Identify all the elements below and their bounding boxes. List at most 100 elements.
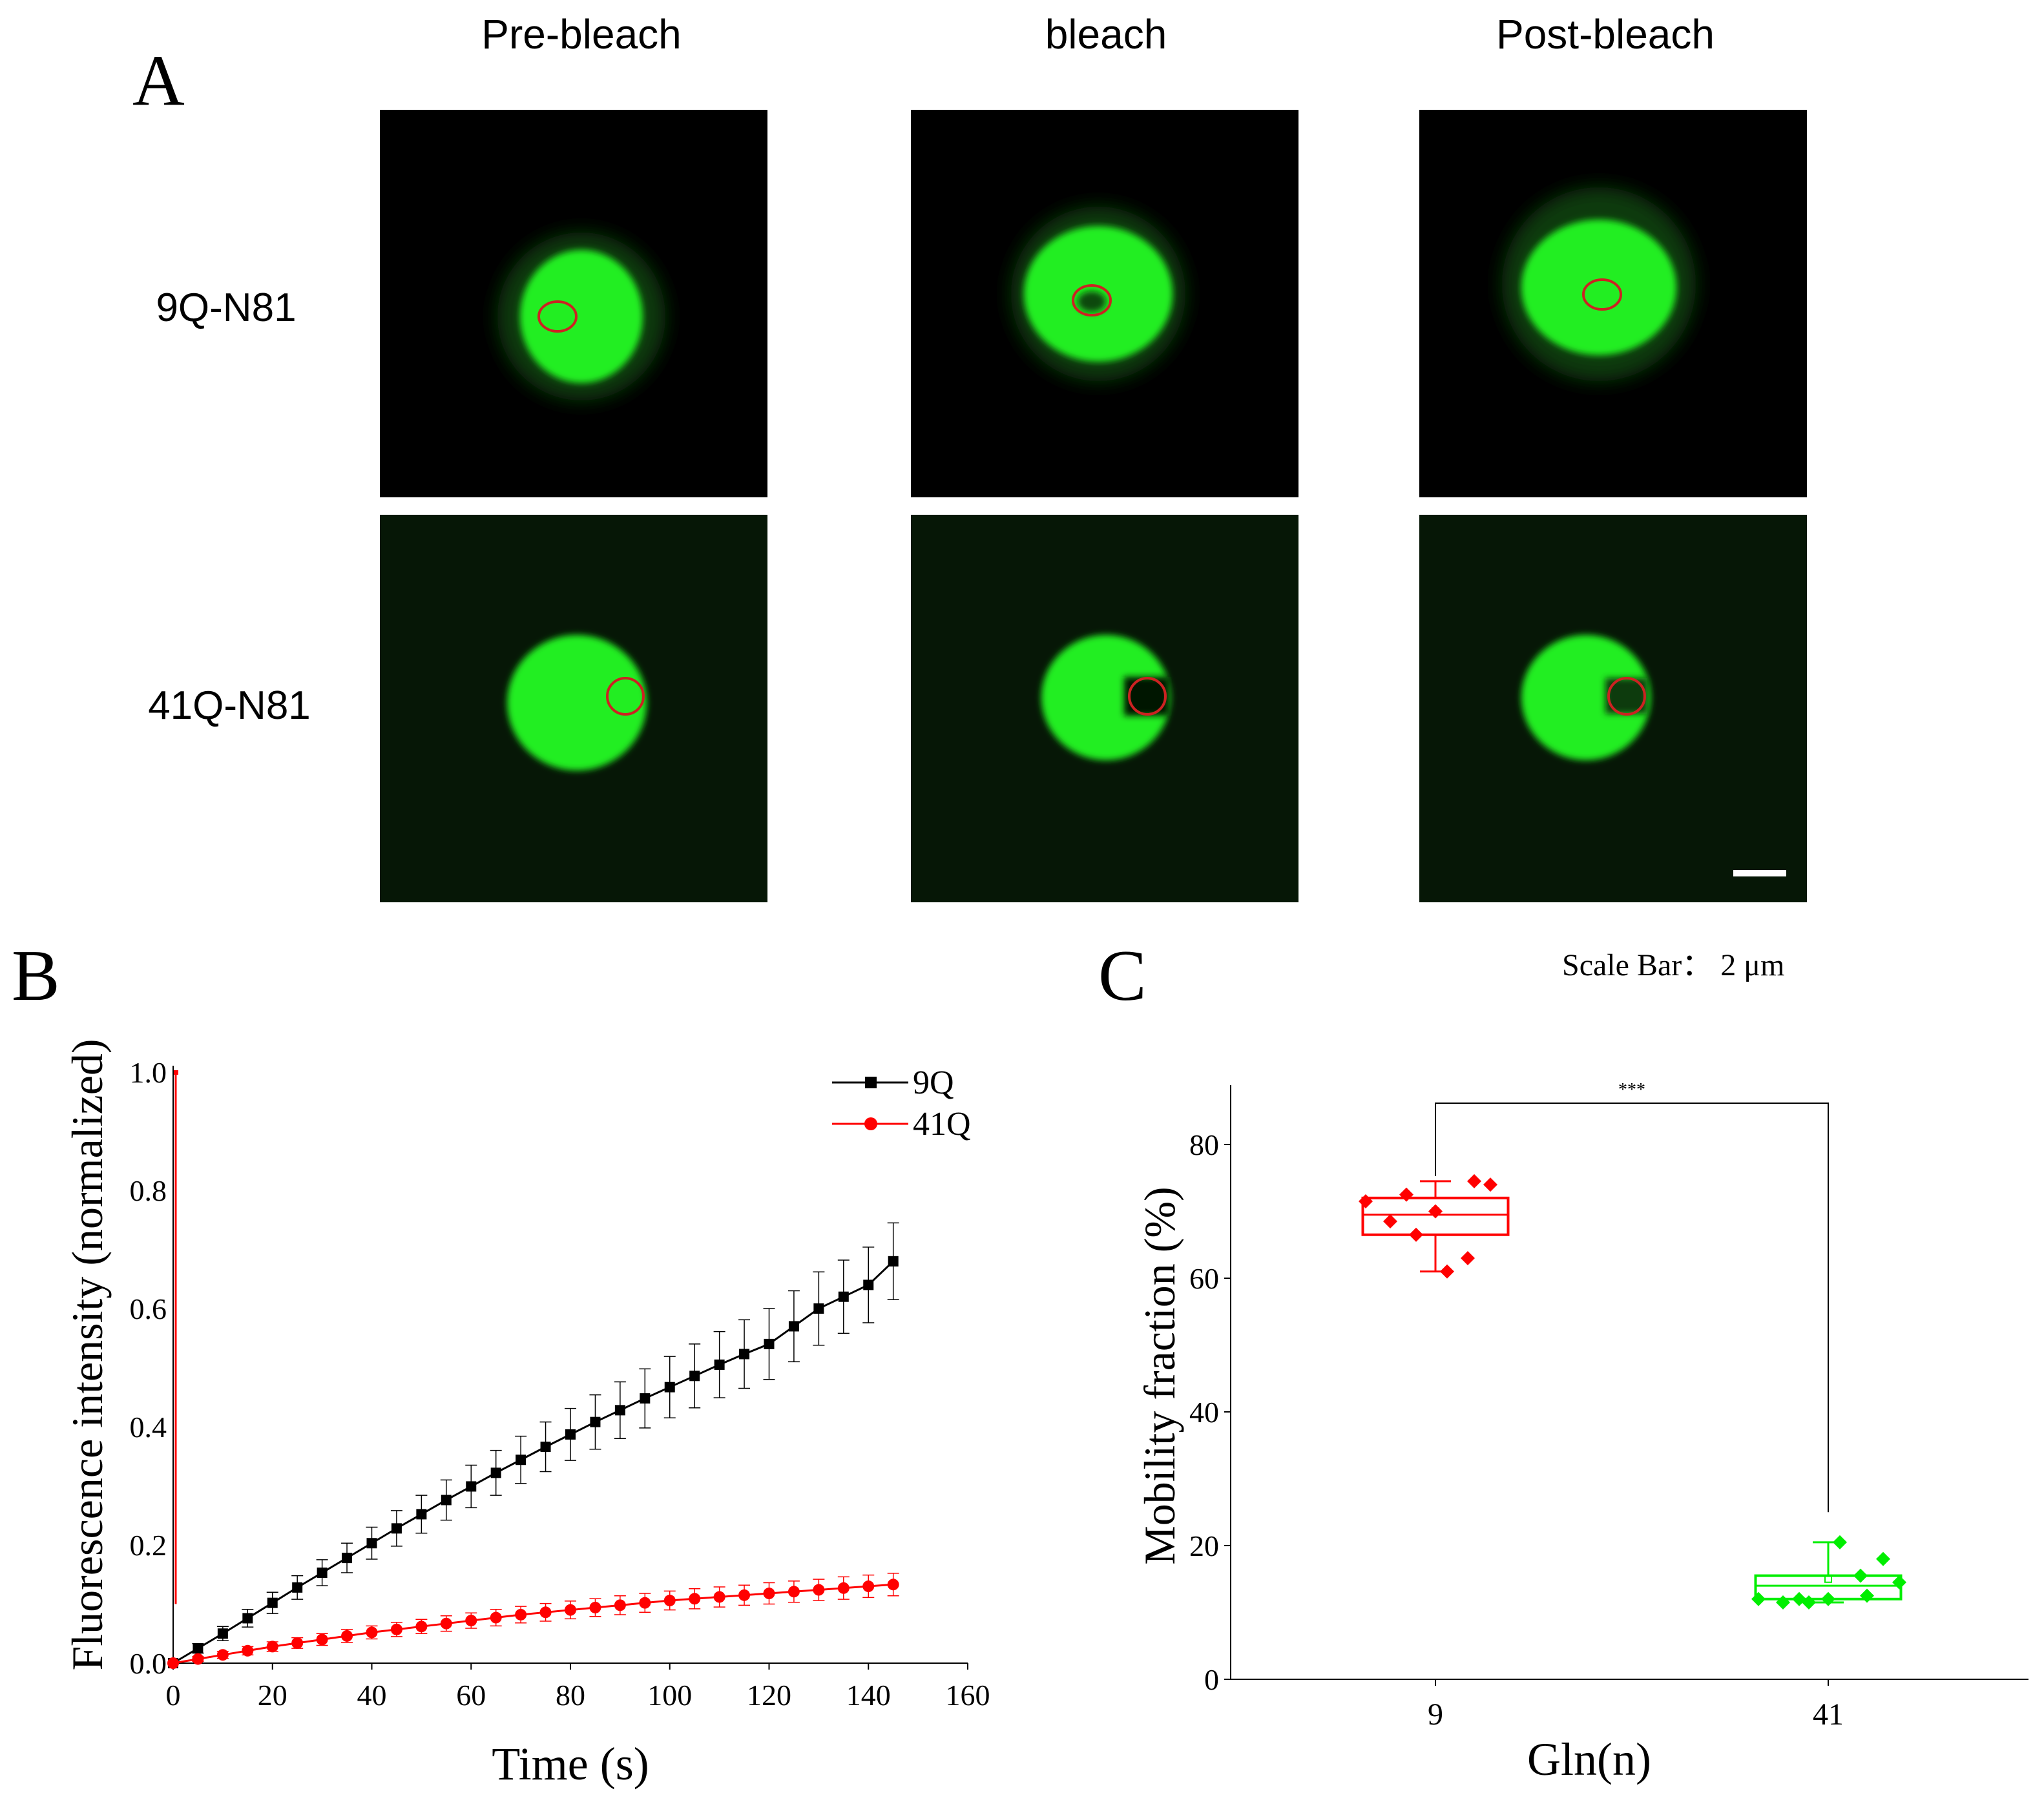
series-41q-point <box>167 1657 179 1669</box>
series-9q-point <box>838 1291 849 1302</box>
series-9q-point <box>466 1481 477 1492</box>
micrograph-9q-post-bleach <box>1419 110 1807 497</box>
series-9q-point <box>292 1582 303 1593</box>
y-tick-label: 0.4 <box>130 1411 167 1444</box>
group-41-point <box>1892 1575 1906 1590</box>
group-9-point <box>1467 1174 1481 1188</box>
series-41q-point <box>738 1589 751 1601</box>
series-9q-point <box>788 1321 799 1332</box>
legend-41q-marker <box>864 1117 877 1130</box>
x-tick-label: 120 <box>747 1679 791 1712</box>
significance-bracket <box>1435 1103 1829 1513</box>
series-9q-point <box>614 1405 625 1416</box>
series-41q-point <box>862 1580 875 1593</box>
group-41-point <box>1853 1568 1868 1583</box>
series-9q-point <box>764 1338 775 1349</box>
series-41q-point <box>713 1591 725 1603</box>
series-41q-point <box>813 1584 825 1596</box>
series-41q-point <box>589 1601 601 1613</box>
x-tick-label: 60 <box>456 1679 486 1712</box>
series-41q-point <box>887 1579 899 1591</box>
y-tick-label: 1.0 <box>130 1056 167 1089</box>
series-41q-point <box>415 1621 428 1633</box>
y-tick-label: 60 <box>1189 1262 1219 1295</box>
series-41q-point <box>490 1611 502 1624</box>
group-9-point <box>1383 1214 1397 1229</box>
scale-bar <box>1733 870 1786 876</box>
series-9q-point <box>242 1613 253 1624</box>
series-41q-point <box>787 1586 800 1598</box>
y-axis-label: Mobility fraction (%) <box>1135 1186 1184 1564</box>
series-41q-point <box>565 1604 576 1616</box>
y-axis-label: Fluorescence intensity (normalized) <box>63 1039 112 1670</box>
row-label-41q-n81: 41Q-N81 <box>148 683 311 728</box>
series-41q-point <box>291 1637 304 1649</box>
x-tick-label: 41 <box>1813 1697 1844 1732</box>
row-label-9q-n81: 9Q-N81 <box>156 285 296 330</box>
roi-circle <box>606 677 645 716</box>
y-tick-label: 0.6 <box>130 1292 167 1325</box>
series-41q-point <box>539 1606 552 1619</box>
series-9q-point <box>664 1382 675 1393</box>
y-tick-label: 40 <box>1189 1396 1219 1429</box>
series-9q-line <box>172 1260 894 1664</box>
series-41q-point <box>763 1588 775 1600</box>
series-41q-point <box>341 1630 353 1642</box>
series-9q-point <box>441 1495 452 1506</box>
legend-9q-label: 9Q <box>913 1064 954 1101</box>
series-9q-point <box>863 1279 874 1290</box>
micrograph-41q-post-bleach <box>1419 515 1807 902</box>
series-9q-point <box>689 1371 700 1382</box>
y-tick-label: 0.0 <box>130 1647 167 1680</box>
x-tick-label: 40 <box>357 1679 387 1712</box>
significance-label: *** <box>1618 1080 1645 1100</box>
series-9q-point <box>391 1523 402 1534</box>
series-41q-point <box>366 1626 378 1639</box>
roi-circle <box>1607 677 1646 716</box>
group-41-point <box>1833 1535 1847 1549</box>
group-41-mean <box>1824 1575 1832 1583</box>
series-9q-point <box>317 1568 328 1579</box>
x-tick-label: 80 <box>556 1679 585 1712</box>
series-9q-point <box>714 1359 725 1370</box>
y-tick-label: 20 <box>1189 1529 1219 1562</box>
group-9-point <box>1483 1177 1497 1192</box>
panel-a-letter: A <box>132 41 185 121</box>
micrograph-41q-pre-bleach <box>380 515 767 902</box>
series-41q-point <box>242 1644 254 1657</box>
group-9-point <box>1359 1194 1373 1208</box>
series-9q-point <box>516 1455 527 1465</box>
group-41-point <box>1802 1595 1816 1610</box>
y-tick-label: 80 <box>1189 1128 1219 1161</box>
micrograph-9q-pre-bleach <box>380 110 767 497</box>
x-tick-label: 140 <box>846 1679 891 1712</box>
group-9-point <box>1428 1204 1443 1219</box>
column-label-pre-bleach: Pre-bleach <box>481 11 682 57</box>
panel-b-letter: B <box>12 936 60 1016</box>
x-tick-label: 20 <box>258 1679 287 1712</box>
series-41q-point <box>614 1599 626 1611</box>
y-tick-label: 0.8 <box>130 1174 167 1207</box>
group-41-point <box>1751 1591 1766 1606</box>
series-9q-point <box>490 1467 501 1478</box>
series-9q-point <box>540 1442 551 1453</box>
group-9-box <box>1361 1196 1510 1236</box>
series-41q-line <box>172 1583 893 1664</box>
series-41q-point <box>440 1617 452 1630</box>
series-41q-point <box>837 1582 850 1594</box>
panel-c-letter: C <box>1098 936 1147 1016</box>
roi-circle <box>537 300 578 333</box>
legend-41q-label: 41Q <box>913 1106 971 1143</box>
group-41-point <box>1860 1588 1874 1603</box>
series-41q-point <box>192 1653 204 1665</box>
fluorescence-recovery-chart: 0 20 40 60 80 100 120 140 160 0.0 0.2 0.4 0.6 0.8 1.0 T… <box>63 1039 990 1790</box>
series-9q-point <box>565 1429 576 1440</box>
micrograph-9q-bleach <box>911 110 1298 497</box>
x-axis-label: Time (s) <box>492 1738 649 1790</box>
series-9q-point <box>739 1349 750 1360</box>
series-9q-point <box>590 1416 601 1427</box>
x-tick-label: 100 <box>647 1679 692 1712</box>
group-9-point <box>1440 1264 1454 1279</box>
series-41q-point <box>465 1615 477 1627</box>
